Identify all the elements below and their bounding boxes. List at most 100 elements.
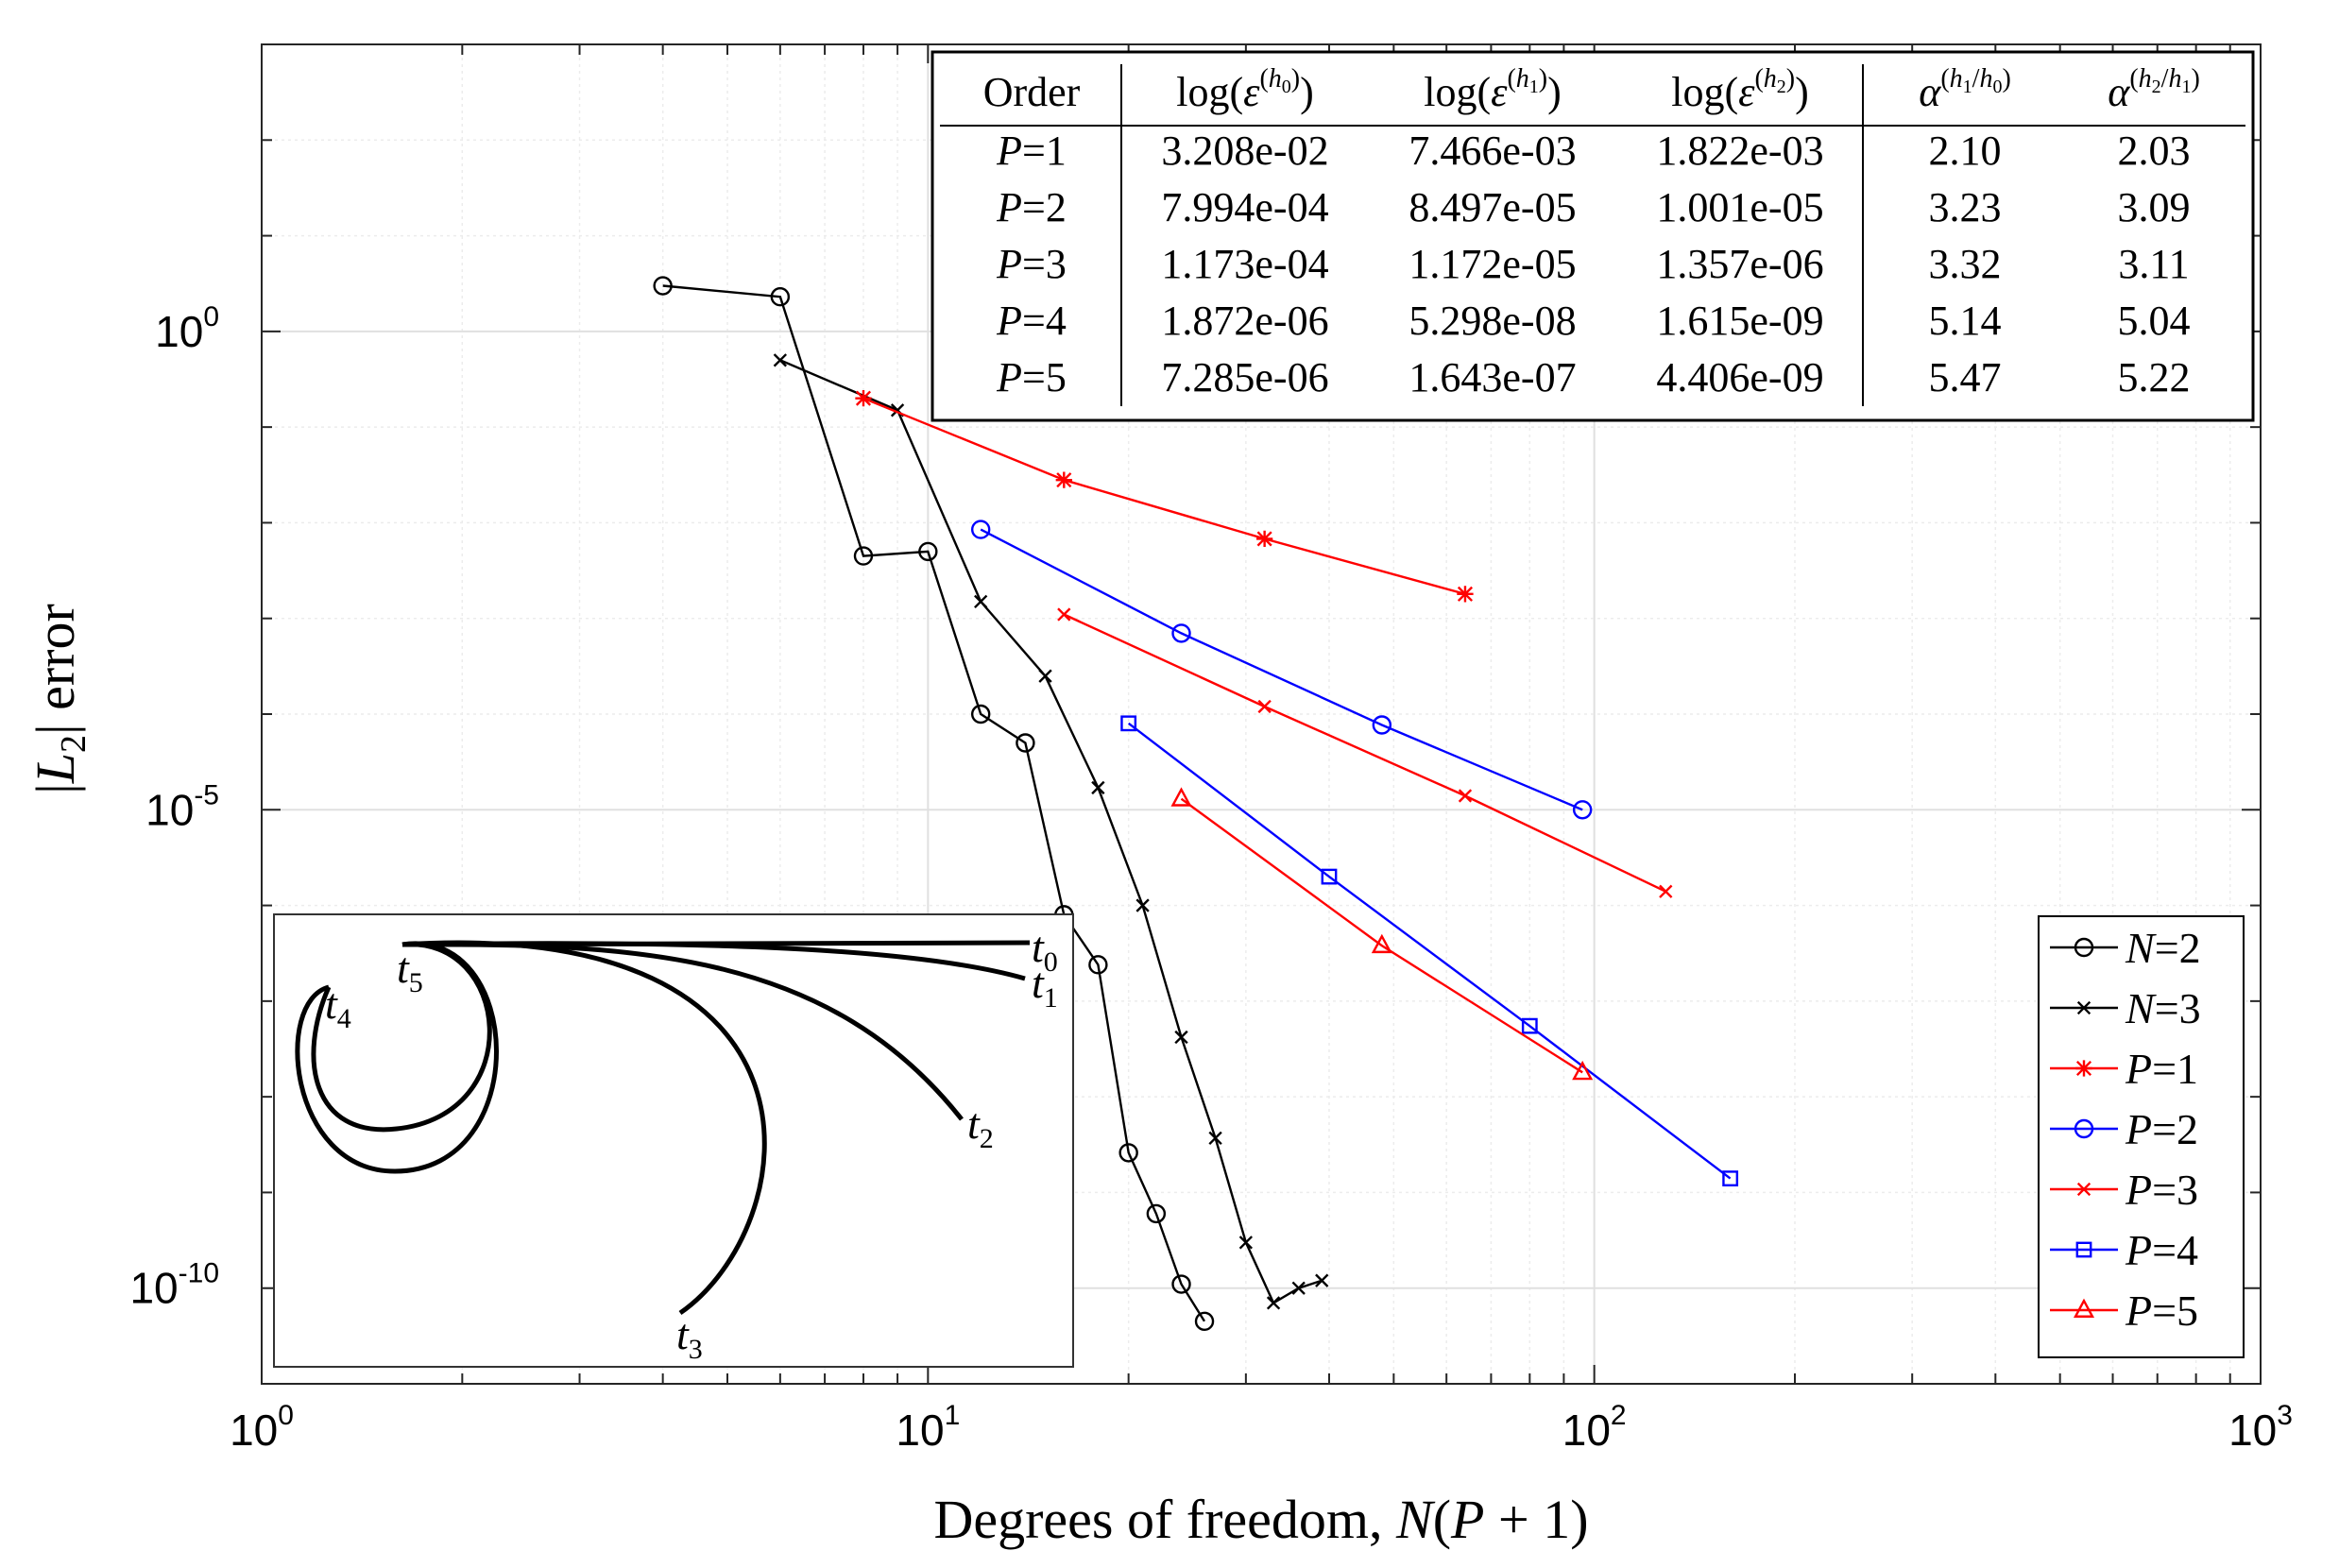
- data-point: [1091, 780, 1105, 795]
- legend-items: N=2 N=3 P=1 P=2 P=3 P=4 P=5: [2050, 924, 2201, 1335]
- data-point: [1055, 471, 1072, 488]
- table-header-alpha10: α(h1/h0): [1919, 64, 2011, 115]
- y-tick-label: 100: [155, 301, 219, 356]
- table-header-order: Order: [983, 69, 1081, 115]
- legend-marker: [2076, 1182, 2091, 1197]
- data-point: [1371, 933, 1392, 954]
- table-cell: 3.23: [1929, 184, 2002, 230]
- table-cell: 2.10: [1929, 128, 2002, 174]
- legend-frame: [2038, 915, 2245, 1358]
- legend-label: P=5: [2125, 1287, 2198, 1335]
- legend-label: N=3: [2125, 984, 2201, 1032]
- data-point: [1521, 1017, 1538, 1034]
- legend-item-P=1: P=1: [2050, 1045, 2198, 1093]
- curve-t5: [295, 941, 499, 1174]
- table-cell: 5.22: [2118, 354, 2191, 401]
- legend-item-P=4: P=4: [2050, 1226, 2198, 1274]
- table-cell: 4.406e-09: [1656, 354, 1823, 401]
- table-body: P=1 3.208e-02 7.466e-03 1.822e-03 2.10 2.03 P=…: [996, 128, 2190, 401]
- data-point: [1458, 789, 1473, 803]
- data-point: [1315, 1273, 1329, 1287]
- table-cell: 1.615e-09: [1656, 298, 1823, 344]
- legend-item-P=3: P=3: [2050, 1166, 2198, 1214]
- data-point: [1457, 586, 1474, 603]
- data-point: [970, 704, 991, 724]
- table-cell-order: P=1: [996, 128, 1067, 174]
- series-P=1: [855, 390, 1474, 603]
- table-cell: 8.497e-05: [1409, 184, 1576, 230]
- legend-label: P=1: [2125, 1045, 2198, 1093]
- table-frame: [930, 50, 2255, 422]
- table-cell: 3.09: [2118, 184, 2191, 230]
- table-cell: 3.11: [2118, 241, 2189, 287]
- inset-frame: [273, 913, 1074, 1368]
- data-point: [1146, 1203, 1167, 1224]
- legend-marker: [2073, 1298, 2095, 1318]
- series-line: [1127, 722, 1732, 1180]
- data-point: [773, 353, 788, 367]
- table-cell: 5.47: [1929, 354, 2002, 401]
- table-cell: 7.994e-04: [1161, 184, 1328, 230]
- data-point: [1171, 1274, 1191, 1294]
- data-point: [918, 541, 938, 562]
- data-point: [1572, 800, 1593, 820]
- table-cell: 3.32: [1929, 241, 2002, 287]
- series-P=4: [1120, 715, 1739, 1187]
- inset-label-t0: t0: [1032, 923, 1058, 978]
- data-point: [653, 276, 673, 296]
- series-line: [980, 528, 1583, 811]
- x-axis-title: Degrees of freedom, N(P + 1): [933, 1489, 1588, 1550]
- legend-item-N=2: N=2: [2050, 924, 2201, 972]
- table-cell: 5.04: [2118, 298, 2191, 344]
- x-tick-label: 102: [1562, 1400, 1627, 1455]
- axis-ticks: 100 101 102 103 100 10-5 10-10: [129, 43, 2293, 1455]
- data-point: [1255, 530, 1273, 548]
- series-P=5: [1170, 787, 1594, 1081]
- x-tick-label: 101: [896, 1400, 960, 1455]
- data-point: [1118, 1143, 1138, 1163]
- inset-label-t4: t4: [325, 980, 351, 1034]
- table-cell: 5.14: [1929, 298, 2002, 344]
- data-point: [1171, 623, 1191, 643]
- data-point: [1659, 884, 1673, 898]
- inset-label-t3: t3: [676, 1310, 703, 1365]
- series-line: [1180, 797, 1583, 1074]
- data-point: [1194, 1311, 1215, 1332]
- series-line: [662, 284, 1206, 1322]
- series-line: [779, 359, 1323, 1305]
- series-line: [1063, 613, 1666, 893]
- data-point: [853, 546, 874, 566]
- table-cell: 2.03: [2118, 128, 2191, 174]
- legend-item-P=2: P=2: [2050, 1105, 2198, 1153]
- data-point: [1208, 1131, 1222, 1146]
- results-table: Order log(ε(h0)) log(ε(h1)) log(ε(h2)) α…: [930, 50, 2255, 422]
- legend-item-P=5: P=5: [2050, 1287, 2198, 1335]
- data-point: [1174, 1030, 1188, 1045]
- y-tick-label: 10-10: [129, 1258, 219, 1313]
- series-line: [862, 397, 1466, 596]
- table-cell: 7.285e-06: [1161, 354, 1328, 401]
- series-P=3: [1057, 607, 1673, 898]
- table-header-alpha21: α(h2/h1): [2108, 64, 2200, 115]
- table-cell: 1.872e-06: [1161, 298, 1328, 344]
- table-cell: 3.208e-02: [1161, 128, 1328, 174]
- data-point: [974, 594, 988, 609]
- legend-label: P=2: [2125, 1105, 2198, 1153]
- data-point: [1372, 715, 1392, 735]
- table-cell: 1.173e-04: [1161, 241, 1328, 287]
- table-cell: 1.172e-05: [1409, 241, 1576, 287]
- legend-label: P=4: [2125, 1226, 2198, 1274]
- data-point: [1257, 699, 1272, 714]
- table-header-h2: log(ε(h2)): [1671, 64, 1809, 115]
- table-cell: 1.001e-05: [1656, 184, 1823, 230]
- legend-marker: [2075, 1241, 2092, 1258]
- curve-t3: [401, 940, 767, 1316]
- data-point: [970, 520, 991, 539]
- inset-trajectory: t0 t1 t2 t3 t4 t5: [273, 913, 1074, 1368]
- legend-marker: [2075, 1060, 2092, 1077]
- legend-marker: [2076, 1000, 2091, 1015]
- data-point: [1266, 1296, 1281, 1310]
- table-cell-order: P=5: [996, 354, 1067, 401]
- data-point: [1321, 868, 1338, 885]
- data-point: [1291, 1281, 1306, 1295]
